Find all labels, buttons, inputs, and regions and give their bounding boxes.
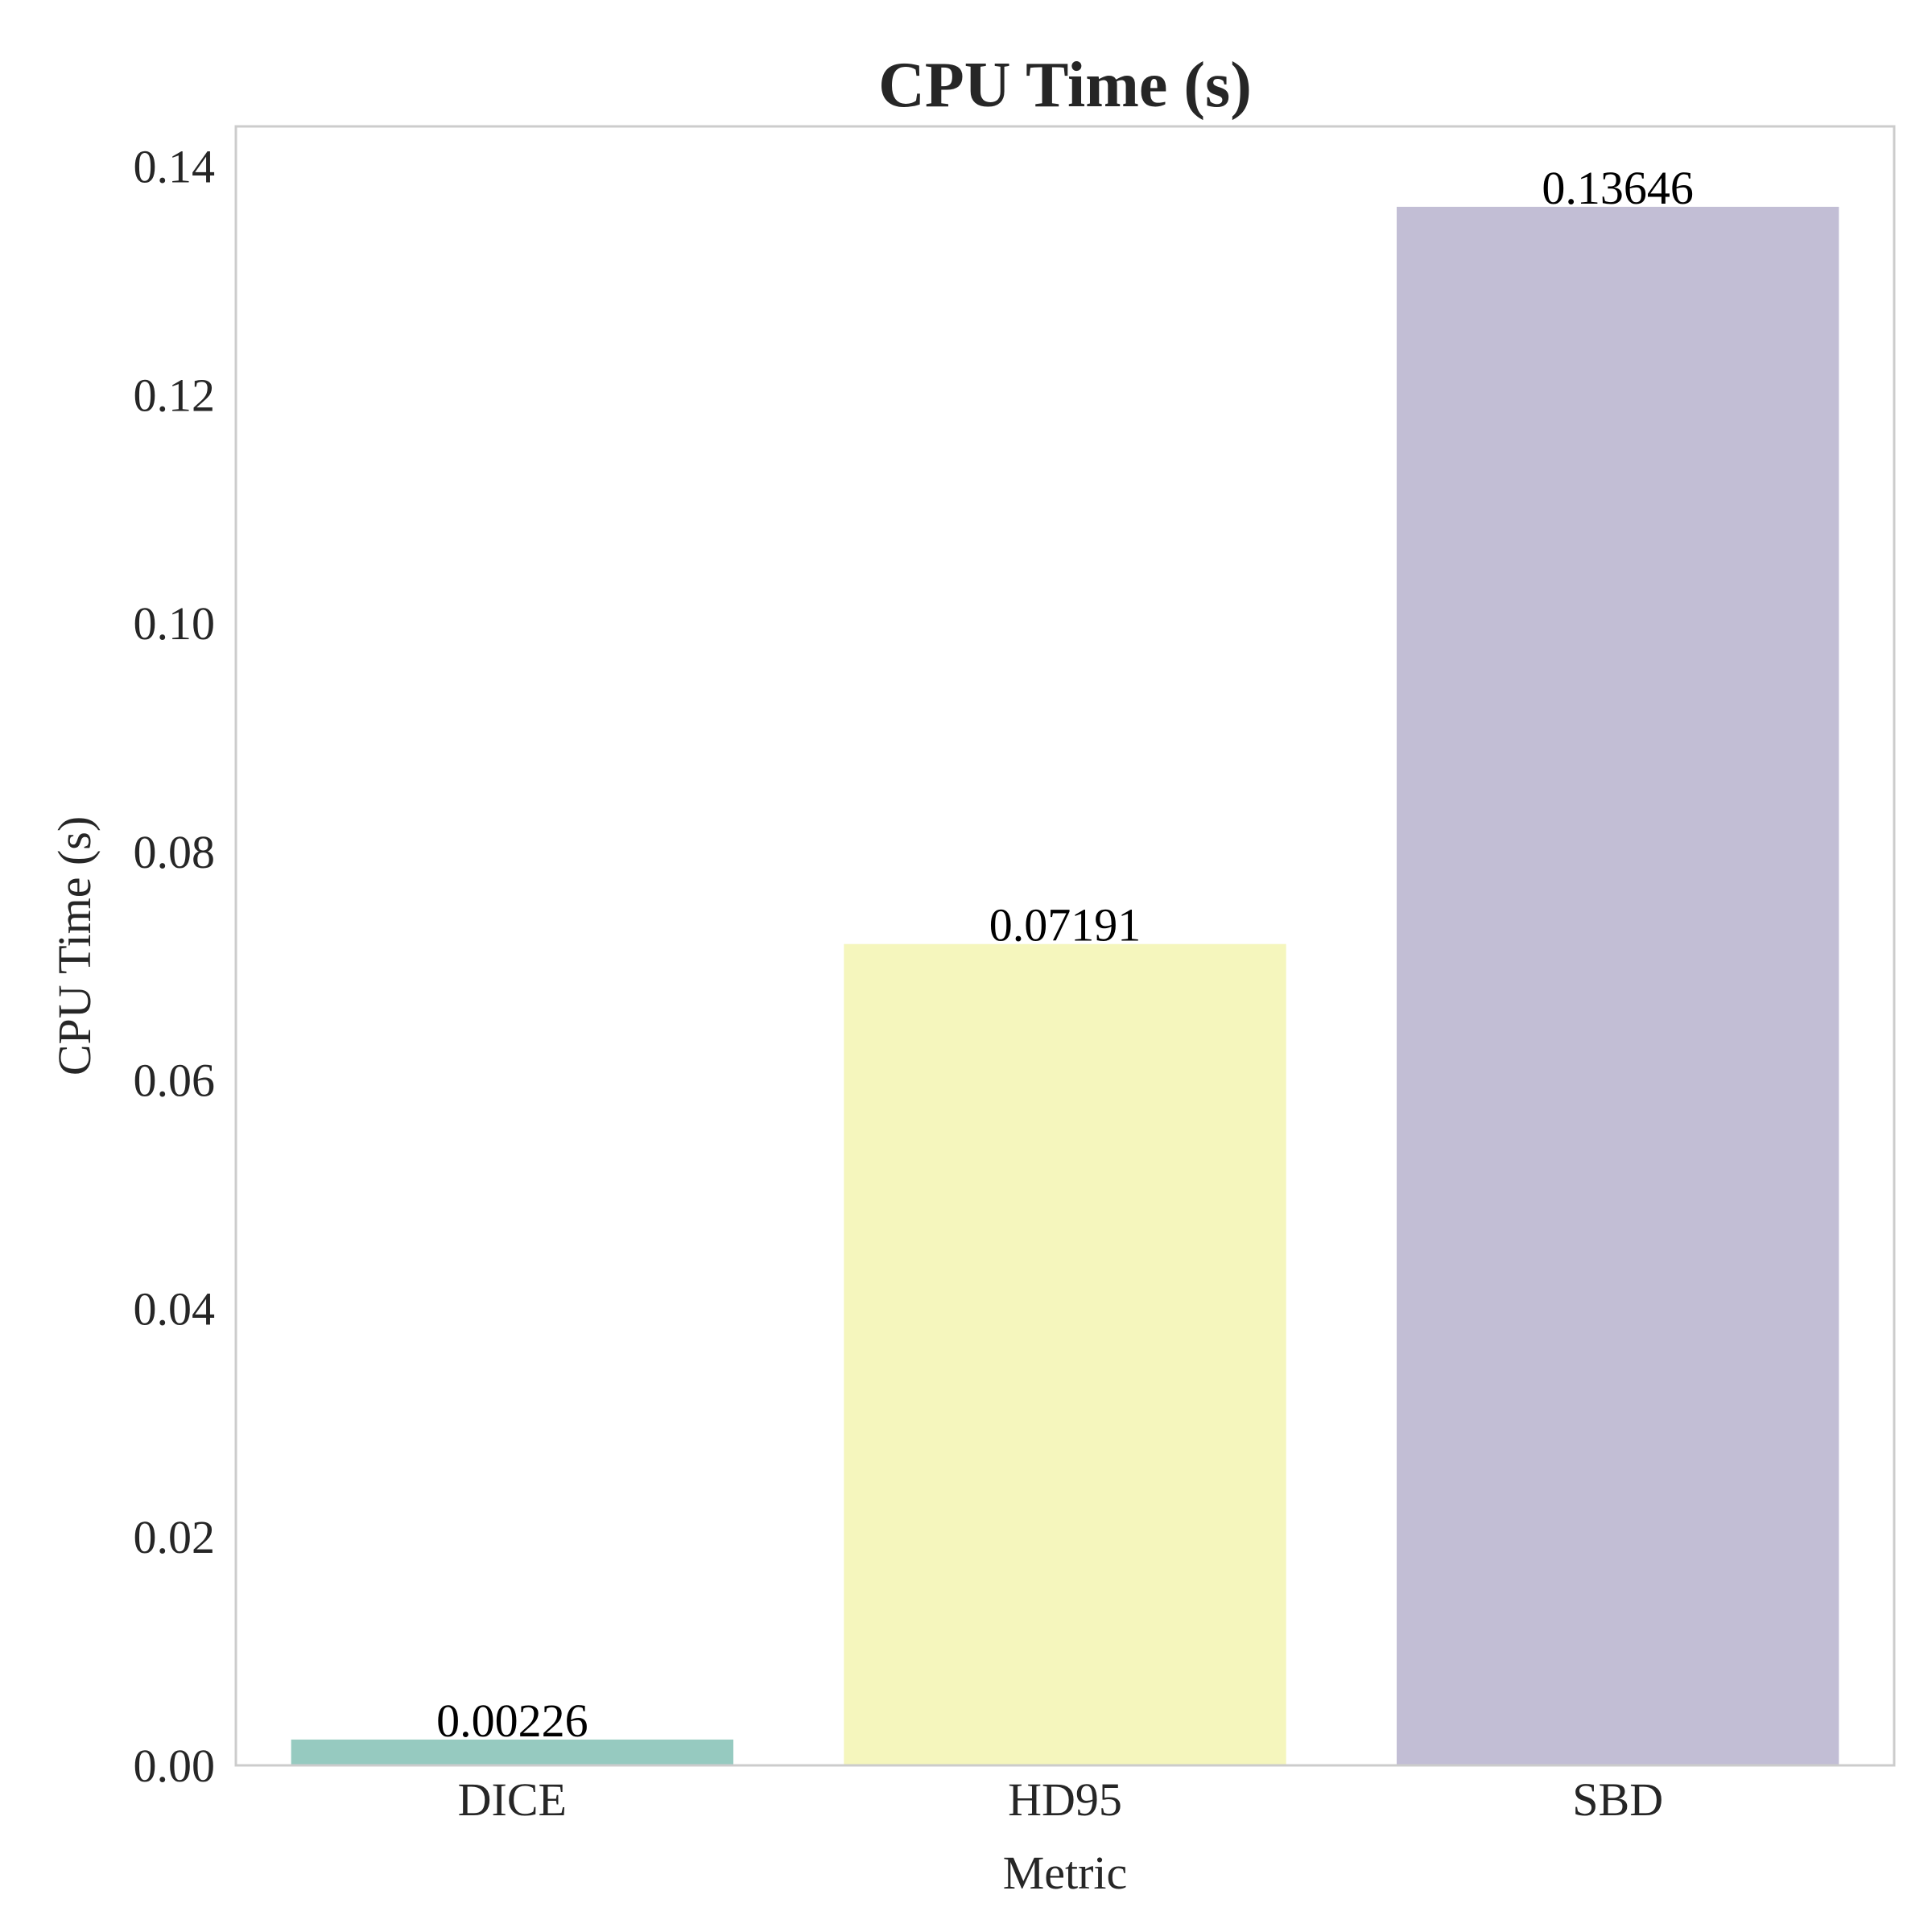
x-tick-label-hd95: HD95 — [1008, 1773, 1122, 1826]
y-axis-ticks: 0.00 0.02 0.04 0.06 0.08 0.10 0.12 0.14 — [134, 141, 216, 1792]
value-label-dice: 0.00226 — [436, 1695, 588, 1747]
y-axis-label: CPU Time (s) — [48, 816, 101, 1075]
x-tick-label-sbd: SBD — [1572, 1773, 1663, 1826]
value-label-hd95: 0.07191 — [989, 899, 1141, 952]
y-tick-label: 0.12 — [134, 369, 216, 421]
y-tick-label: 0.08 — [134, 826, 216, 878]
y-tick-label: 0.14 — [134, 141, 216, 193]
chart-title: CPU Time (s) — [878, 50, 1252, 121]
y-tick-label: 0.02 — [134, 1511, 216, 1563]
x-tick-label-dice: DICE — [458, 1773, 567, 1826]
bars-group — [291, 206, 1839, 1765]
y-tick-label: 0.10 — [134, 597, 216, 650]
value-label-sbd: 0.13646 — [1542, 162, 1694, 214]
y-tick-label: 0.04 — [134, 1282, 216, 1335]
plot-frame — [234, 125, 1896, 1767]
value-labels-group: 0.00226 0.07191 0.13646 — [436, 162, 1694, 1747]
x-axis-ticks: DICE HD95 SBD — [458, 1773, 1663, 1826]
x-axis-label: Metric — [1003, 1847, 1128, 1899]
bar-dice — [291, 1739, 734, 1765]
y-tick-label: 0.00 — [134, 1740, 216, 1792]
y-tick-label: 0.06 — [134, 1055, 216, 1107]
bar-sbd — [1397, 206, 1839, 1765]
bar-hd95 — [844, 943, 1286, 1765]
